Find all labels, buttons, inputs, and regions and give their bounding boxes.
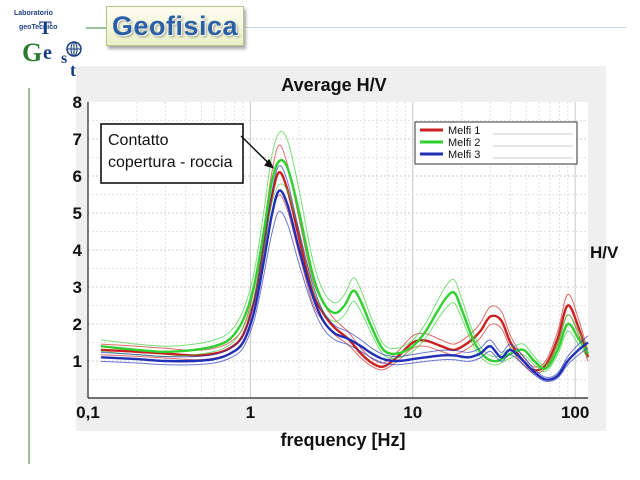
- logo: Laboratorio geoTecnico T G e s t: [8, 4, 88, 80]
- series-band-melfi-2: [100, 183, 589, 373]
- logo-letter-g: G: [22, 38, 43, 67]
- legend-label: Melfi 2: [448, 137, 480, 149]
- x-tick-label: 1: [246, 403, 255, 422]
- annotation-arrow-head: [264, 158, 275, 169]
- series-band-melfi-3: [100, 165, 589, 378]
- logo-letter-s: s: [61, 50, 68, 67]
- decor-vertical-line: [28, 88, 30, 464]
- y-tick-label: 5: [73, 204, 82, 223]
- globe-icon: [66, 41, 82, 57]
- series-band-melfi-3: [100, 210, 589, 383]
- logo-text-laboratorio: Laboratorio: [14, 10, 53, 17]
- y-tick-label: 1: [73, 352, 82, 371]
- legend-label: Melfi 3: [448, 149, 480, 161]
- annotation-text: Contatto: [108, 132, 169, 149]
- logo-letter-e: e: [43, 42, 52, 64]
- series-line-melfi-2: [100, 158, 590, 370]
- y-tick-label: 6: [73, 167, 82, 186]
- y-tick-label: 8: [73, 93, 82, 112]
- annotation-box: [100, 123, 244, 184]
- y-tick-label: 2: [73, 315, 82, 334]
- logo-letter-t: T: [39, 18, 52, 39]
- y-tick-label: 4: [73, 241, 83, 260]
- x-axis-label: frequency [Hz]: [280, 430, 405, 450]
- decor-horizontal-line: [86, 27, 106, 29]
- x-tick-label: 100: [561, 403, 589, 422]
- annotation-arrow-line: [240, 135, 271, 166]
- y-tick-label: 3: [73, 278, 82, 297]
- logo-text-geotecnico: geoTecnico: [19, 24, 58, 31]
- x-tick-label: 10: [403, 403, 422, 422]
- series-band-melfi-2: [100, 131, 589, 366]
- page-title: Geofisica: [111, 10, 239, 41]
- chart-title: Average H/V: [281, 75, 386, 95]
- logo-letter-t-small: t: [70, 60, 76, 80]
- y-tick-label: 7: [73, 130, 82, 149]
- series-line-melfi-3: [100, 189, 589, 381]
- decor-title-rule: [246, 27, 626, 28]
- annotation-text: copertura - roccia: [108, 154, 233, 171]
- page-title-box: Geofisica: [106, 6, 244, 46]
- x-tick-label: 0,1: [76, 403, 100, 422]
- legend-label: Melfi 1: [448, 125, 480, 137]
- y-axis-label: H/V: [590, 243, 619, 262]
